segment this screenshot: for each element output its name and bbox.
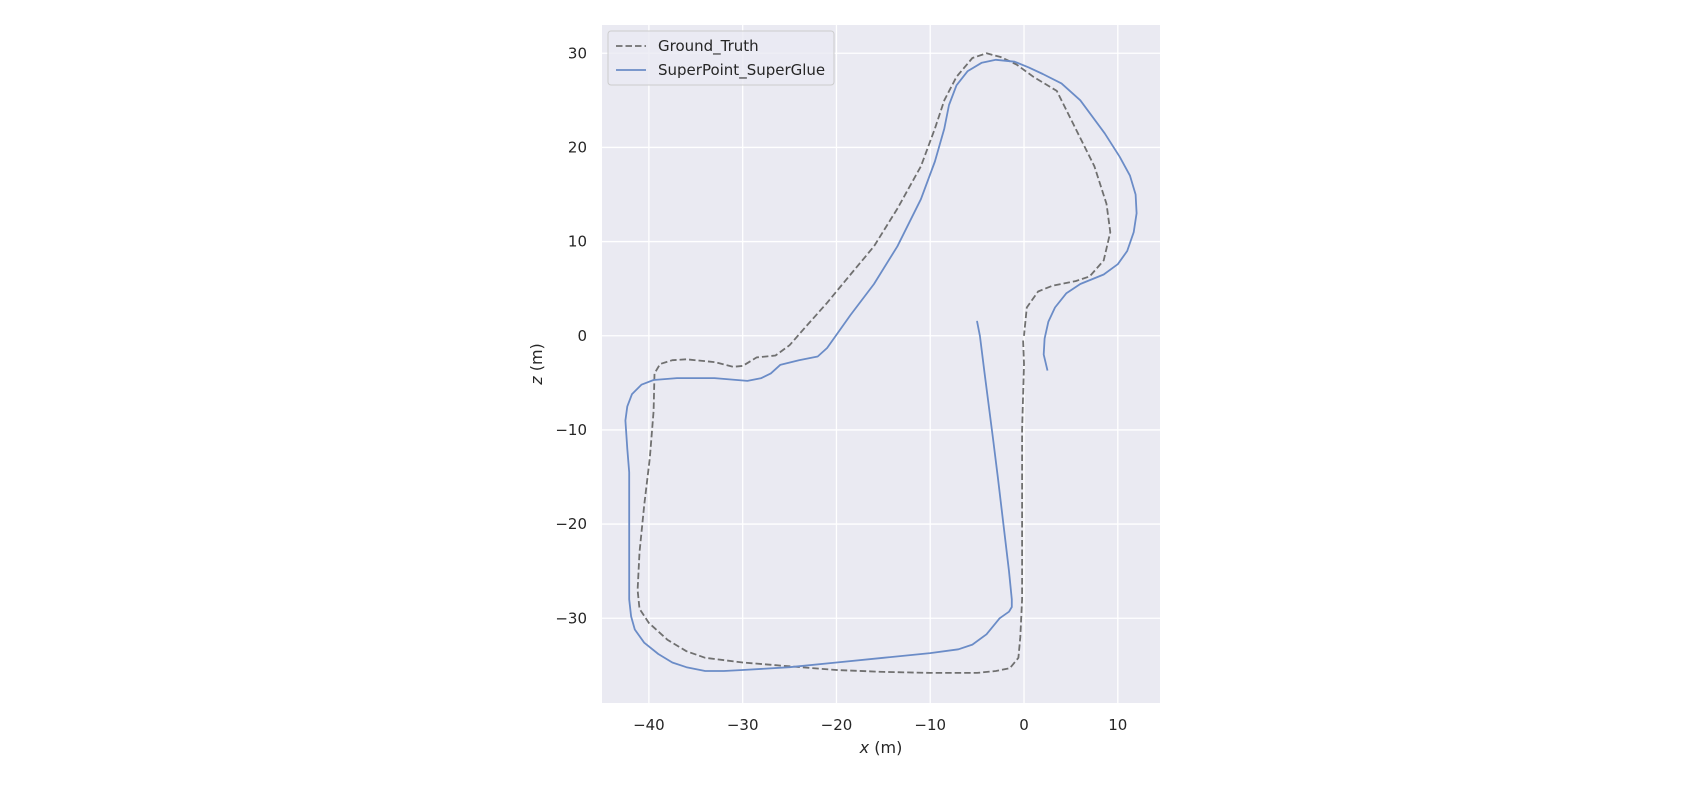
x-tick-label: −10: [914, 716, 946, 734]
x-tick-label: −20: [821, 716, 853, 734]
x-tick-label: −40: [633, 716, 665, 734]
series-layer: [624, 52, 1138, 674]
legend: Ground_Truth SuperPoint_SuperGlue: [607, 30, 835, 86]
y-tick-label: 30: [568, 44, 587, 62]
x-axis-label-variable: x: [859, 738, 870, 757]
x-tick-label: 0: [1019, 716, 1029, 734]
plot-area: [602, 25, 1160, 703]
y-tick-label: 0: [577, 327, 587, 345]
series-line-superpoint-superglue: [624, 58, 1138, 672]
y-axis-label-variable: z: [527, 376, 546, 386]
y-tick-label: −30: [555, 609, 587, 627]
y-tick-labels: −30 −20 −10 0 10 20 30: [555, 44, 587, 627]
x-axis-label-unit: (m): [874, 738, 902, 757]
legend-label: Ground_Truth: [658, 37, 759, 56]
legend-label: SuperPoint_SuperGlue: [658, 61, 825, 80]
y-axis-label: z (m): [527, 343, 546, 386]
y-tick-label: −10: [555, 421, 587, 439]
y-tick-label: −20: [555, 515, 587, 533]
x-tick-labels: −40 −30 −20 −10 0 10: [633, 716, 1127, 734]
y-tick-label: 10: [568, 233, 587, 251]
y-tick-label: 20: [568, 138, 587, 156]
legend-box: [607, 30, 835, 86]
series-line-ground-truth: [636, 52, 1112, 674]
x-axis-label: x (m): [859, 738, 903, 757]
x-tick-label: 10: [1108, 716, 1127, 734]
y-axis-label-unit: (m): [527, 343, 546, 371]
x-tick-label: −30: [727, 716, 759, 734]
